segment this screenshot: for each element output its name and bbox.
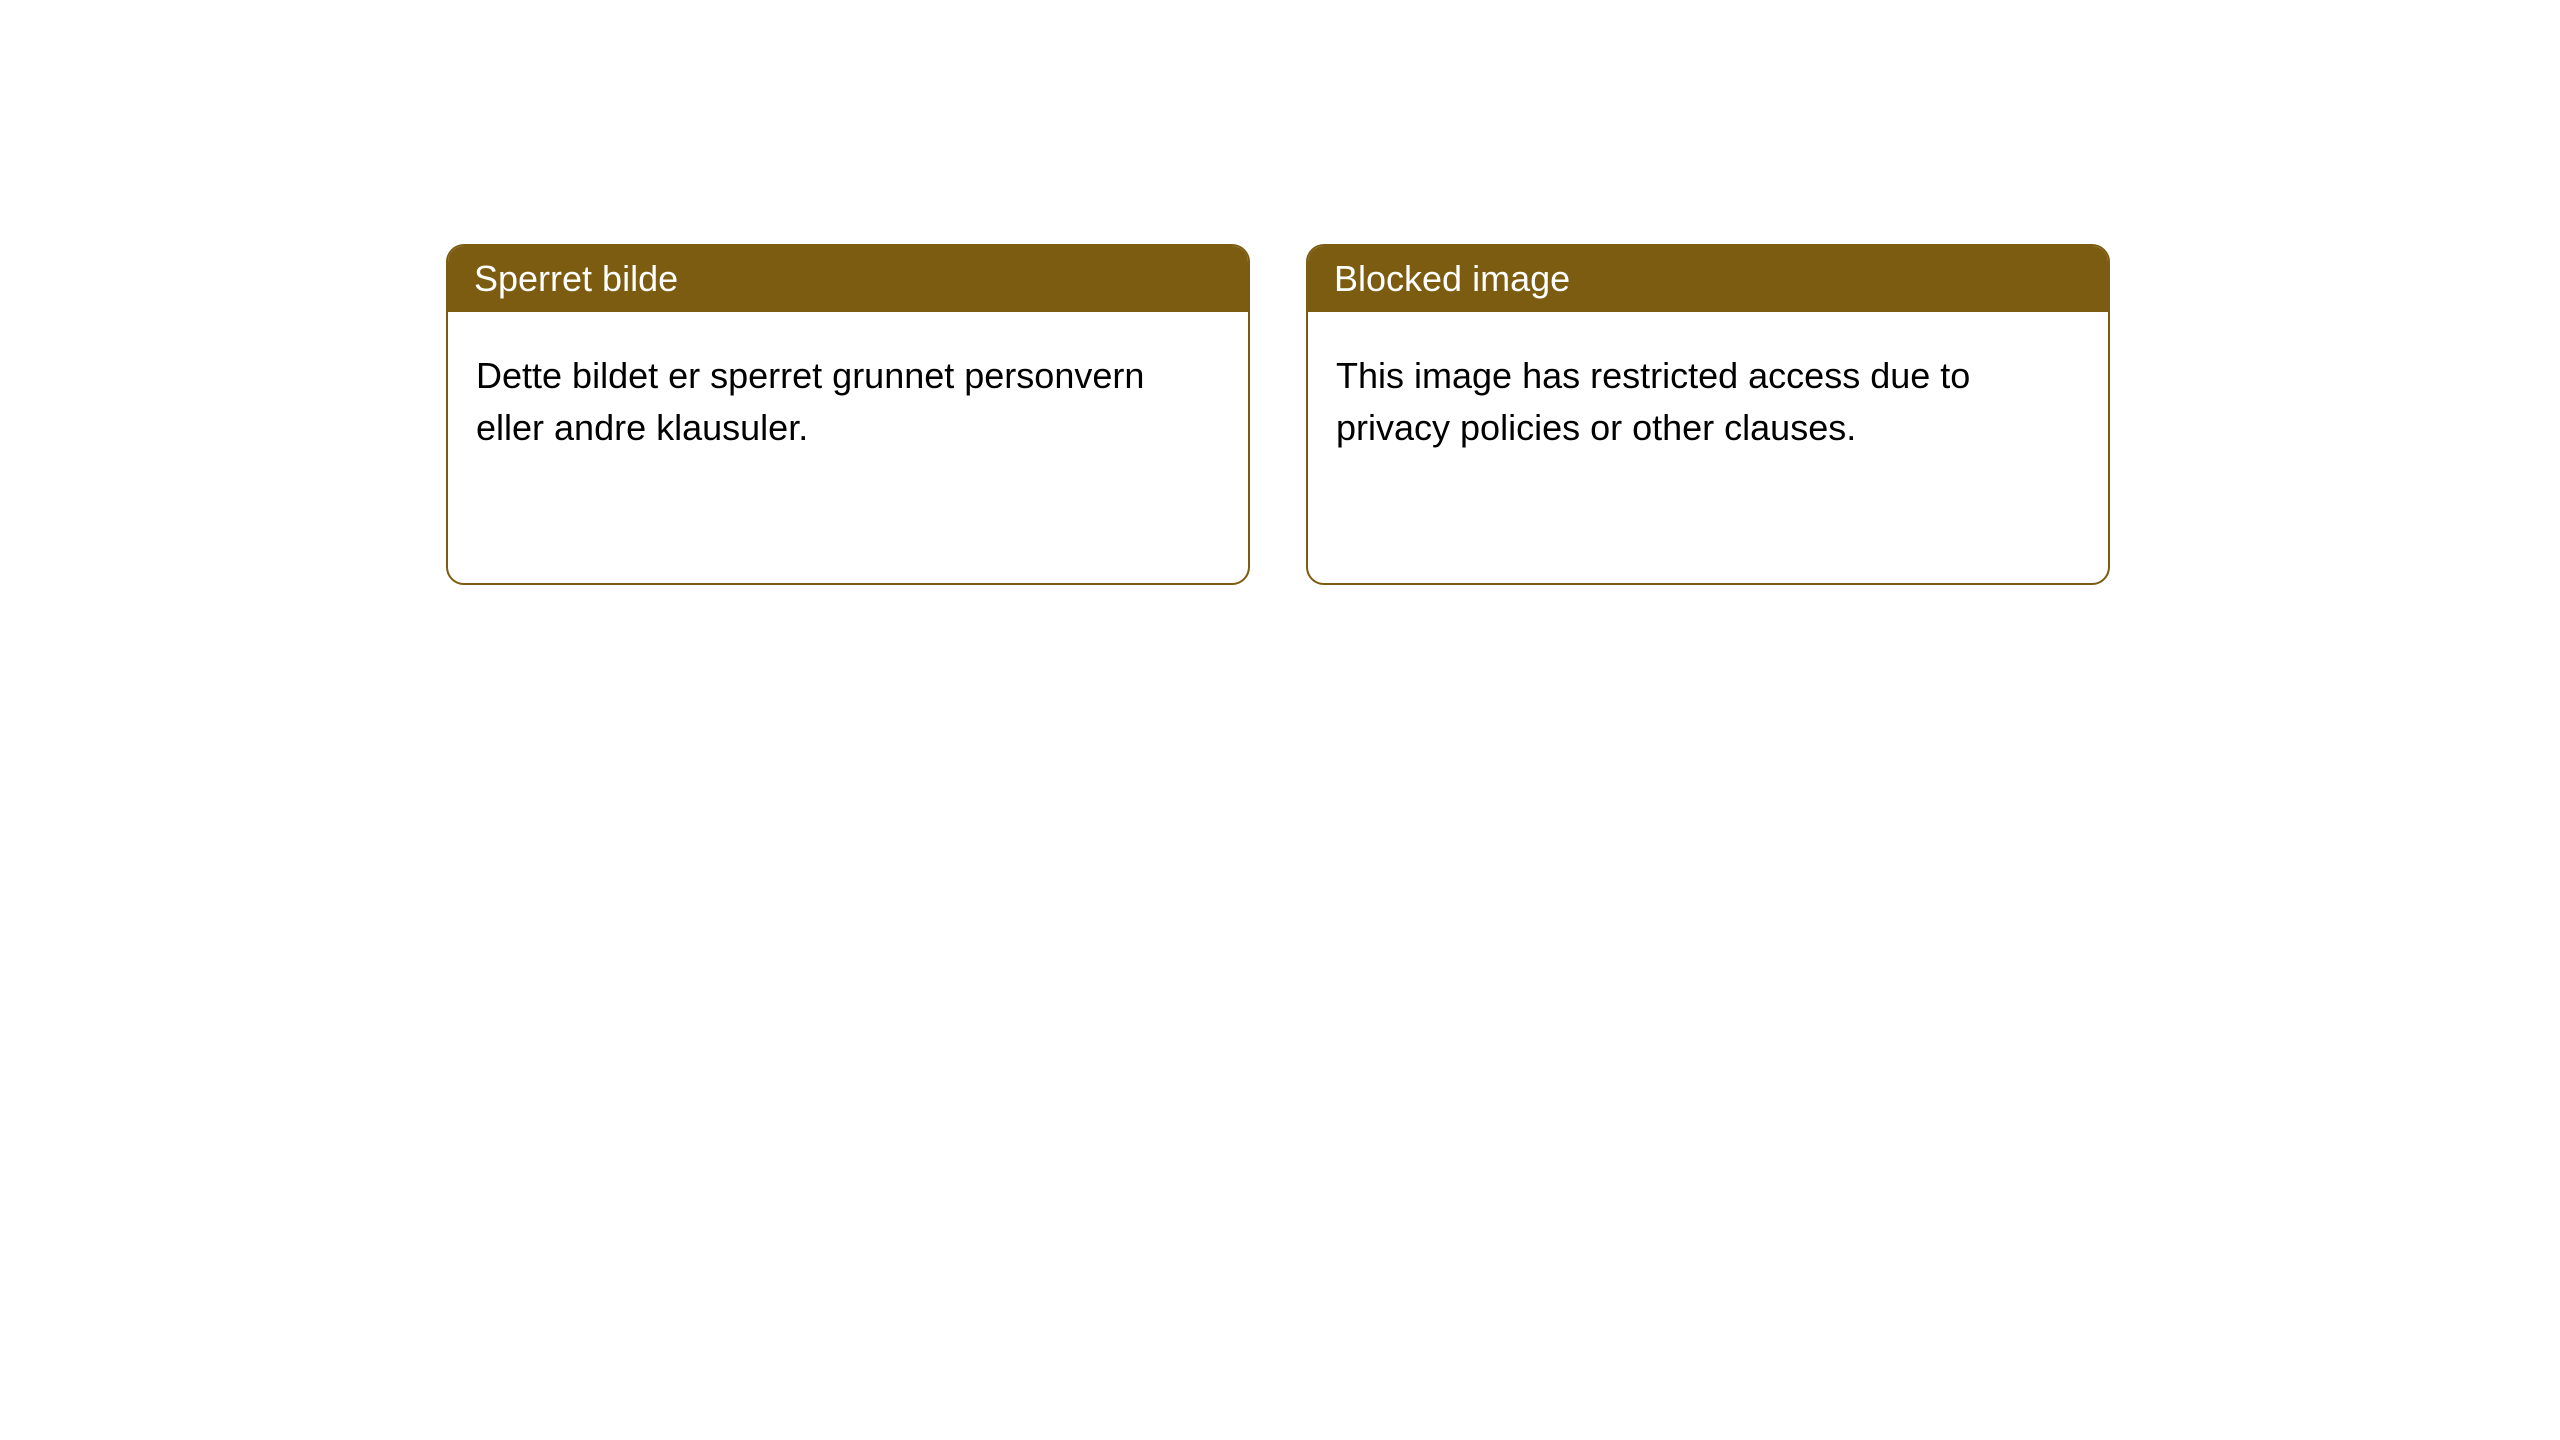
card-body: Dette bildet er sperret grunnet personve… bbox=[448, 312, 1248, 492]
card-body-text: This image has restricted access due to … bbox=[1336, 355, 1970, 448]
cards-container: Sperret bilde Dette bildet er sperret gr… bbox=[0, 0, 2560, 585]
card-title: Sperret bilde bbox=[474, 258, 678, 299]
card-body: This image has restricted access due to … bbox=[1308, 312, 2108, 492]
card-header: Blocked image bbox=[1308, 246, 2108, 312]
card-title: Blocked image bbox=[1334, 258, 1570, 299]
card-english: Blocked image This image has restricted … bbox=[1306, 244, 2110, 585]
card-norwegian: Sperret bilde Dette bildet er sperret gr… bbox=[446, 244, 1250, 585]
card-body-text: Dette bildet er sperret grunnet personve… bbox=[476, 355, 1144, 448]
card-header: Sperret bilde bbox=[448, 246, 1248, 312]
